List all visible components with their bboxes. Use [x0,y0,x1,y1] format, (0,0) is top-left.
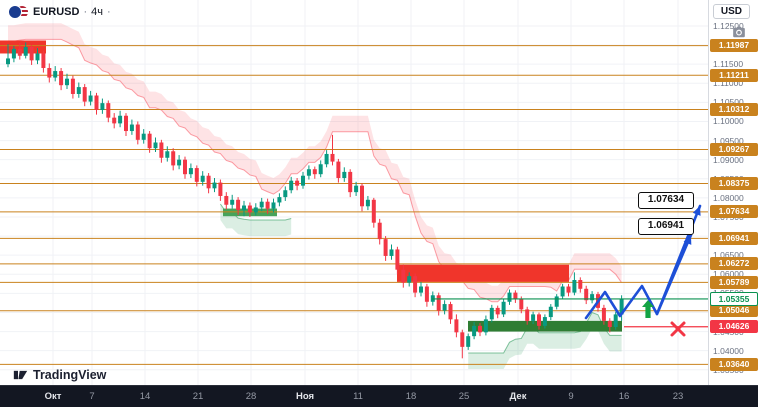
separator-dot-2: · [106,5,111,18]
price-level-label: 1.06941 [710,231,758,245]
price-level-label: 1.08375 [710,177,758,191]
time-axis-label: 14 [139,391,151,402]
pair-logo-icon [8,5,29,19]
time-axis-label: Окт [44,391,62,402]
supply-zone-top[interactable] [0,40,46,54]
price-tick-label: 1.06000 [713,269,744,280]
price-tick-label: 1.08000 [713,192,744,203]
time-axis-label: 18 [405,391,417,402]
supply-zone-main[interactable] [397,264,569,282]
price-level-label: 1.07634 [710,205,758,219]
price-target-label[interactable]: 1.06941 [638,218,694,236]
price-tick-label: 1.09500 [713,135,744,146]
price-level-label: 1.09267 [710,142,758,156]
price-level-label: 1.11211 [710,68,758,82]
time-axis-label: Ноя [295,391,315,402]
price-level-label: 1.11987 [710,39,758,53]
price-tick-label: 1.09000 [713,154,744,165]
price-level-label: 1.03640 [710,357,758,371]
stop-price-label: 1.04626 [710,320,758,334]
time-axis-label: 25 [458,391,470,402]
price-tick-label: 1.04000 [713,345,744,356]
time-axis-label: Дек [509,391,527,402]
camera-snapshot-icon[interactable] [732,25,746,44]
symbol-header[interactable]: EURUSD · 4ч · [8,5,111,19]
gridlines [0,0,708,385]
projection-arrows[interactable] [584,204,702,320]
symbol-label: EURUSD [33,5,80,18]
candlestick-series [6,42,624,359]
current-price-label: 1.05355 [710,291,758,306]
bullish-arrow-marker[interactable] [642,300,654,318]
time-axis-label: 16 [618,391,630,402]
tradingview-watermark: TradingView [13,368,106,382]
chart-plot-area[interactable]: EURUSD · 4ч · 1.07634 1.06941 TradingView [0,0,708,385]
watermark-text: TradingView [33,368,107,382]
time-axis-label: 28 [245,391,257,402]
price-tick-label: 1.11500 [713,59,744,70]
price-tick-label: 1.11000 [713,78,744,89]
time-axis-label: 11 [353,391,363,402]
price-level-label: 1.05046 [710,304,758,318]
price-tick-label: 1.10000 [713,116,744,127]
separator-dot: · [83,5,88,18]
chart-canvas[interactable] [0,0,708,385]
time-axis-label: 21 [192,391,204,402]
time-axis-label: 9 [568,391,574,402]
tradingview-logo-icon [13,370,28,380]
time-axis[interactable]: Окт 7 14 21 28 Ноя 11 18 25 Дек 9 16 23 [0,385,758,407]
price-target-label[interactable]: 1.07634 [638,191,694,209]
price-level-label: 1.06272 [710,257,758,271]
timeframe-label: 4ч [91,5,103,18]
currency-toggle-button[interactable]: USD [712,4,750,19]
price-tick-label: 1.10500 [713,97,744,107]
price-level-label: 1.10312 [710,103,758,117]
price-axis[interactable]: 1.125001.120001.115001.110001.105001.100… [708,0,758,385]
rejection-x-marker[interactable] [670,321,686,337]
time-axis-label: 23 [672,391,684,402]
eur-flag-icon [8,5,22,19]
price-level-label: 1.05789 [710,275,758,289]
price-tick-label: 1.06500 [713,250,744,261]
price-tick-label: 1.12500 [713,20,744,31]
time-axis-label: 7 [89,391,95,402]
horizontal-price-levels[interactable] [0,45,708,365]
